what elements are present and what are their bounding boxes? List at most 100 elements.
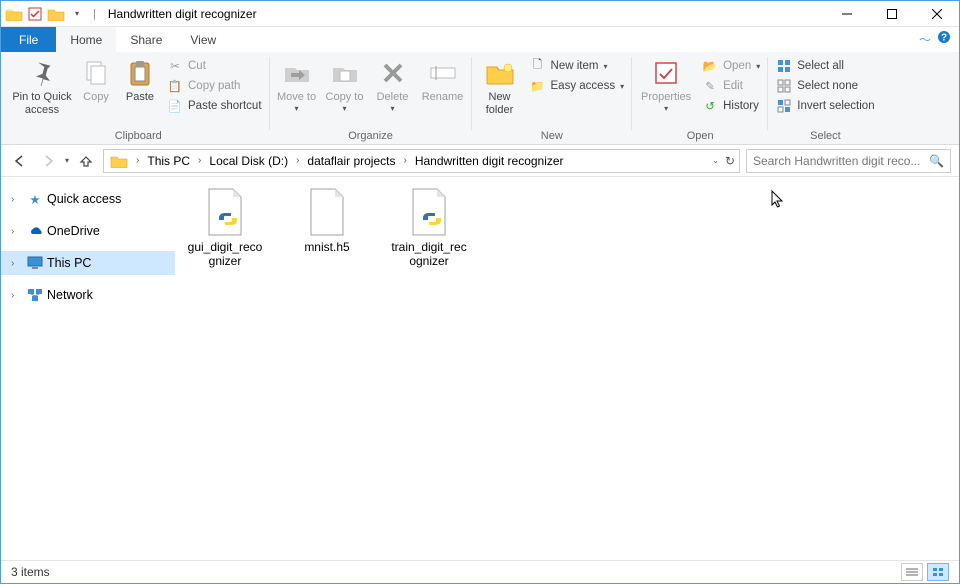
copy-label: Copy — [83, 91, 109, 104]
new-item-icon: 🗋 — [530, 58, 546, 74]
pin-label: Pin to Quick access — [11, 91, 73, 116]
select-all-button[interactable]: Select all — [772, 57, 878, 75]
nav-onedrive[interactable]: › OneDrive — [1, 219, 175, 243]
nav-network[interactable]: › Network — [1, 283, 175, 307]
python-file-icon — [405, 188, 453, 236]
nav-quick-access[interactable]: › ★ Quick access — [1, 187, 175, 211]
address-bar[interactable]: › This PC › Local Disk (D:) › dataflair … — [103, 149, 740, 173]
file-item[interactable]: gui_digit_recognizer — [187, 188, 263, 269]
chevron-right-icon[interactable]: › — [11, 290, 23, 301]
ribbon-group-open: Properties▾ 📂Open ▾ ✎Edit ↺History Open — [632, 55, 768, 144]
chevron-right-icon[interactable]: › — [134, 155, 141, 166]
up-button[interactable] — [75, 150, 97, 172]
breadcrumb-current[interactable]: Handwritten digit recognizer — [409, 150, 570, 172]
clipboard-group-label: Clipboard — [115, 130, 162, 144]
delete-button[interactable]: Delete▾ — [370, 55, 416, 113]
history-icon: ↺ — [702, 98, 718, 114]
search-icon: 🔍 — [929, 154, 944, 168]
history-button[interactable]: ↺History — [698, 97, 764, 115]
file-view[interactable]: gui_digit_recognizer mnist.h5 train_digi… — [175, 178, 959, 560]
file-item[interactable]: mnist.h5 — [289, 188, 365, 269]
details-view-toggle[interactable] — [901, 563, 923, 581]
svg-text:?: ? — [941, 33, 947, 44]
ribbon: Pin to Quick access Copy Paste ✂Cut 📋Cop… — [1, 52, 959, 145]
window-controls — [824, 1, 959, 27]
chevron-right-icon[interactable]: › — [11, 194, 23, 205]
forward-button[interactable] — [37, 150, 59, 172]
paste-label: Paste — [126, 91, 154, 104]
refresh-icon[interactable]: ↻ — [725, 154, 735, 168]
nav-this-pc[interactable]: › This PC — [1, 251, 175, 275]
organize-group-label: Organize — [348, 130, 393, 144]
network-icon — [27, 287, 43, 303]
folder-icon — [5, 5, 23, 23]
invert-selection-button[interactable]: Invert selection — [772, 97, 878, 115]
python-file-icon — [201, 188, 249, 236]
edit-button[interactable]: ✎Edit — [698, 77, 764, 95]
tab-file[interactable]: File — [1, 27, 56, 52]
qat-dropdown-icon[interactable]: ▾ — [68, 5, 86, 23]
copy-path-icon: 📋 — [167, 78, 183, 94]
star-icon: ★ — [27, 191, 43, 207]
search-input[interactable]: Search Handwritten digit reco... 🔍 — [746, 149, 951, 173]
select-none-icon — [776, 78, 792, 94]
file-item[interactable]: train_digit_recognizer — [391, 188, 467, 269]
chevron-right-icon[interactable]: › — [196, 155, 203, 166]
copy-icon — [80, 57, 112, 89]
copy-button[interactable]: Copy — [75, 55, 117, 104]
maximize-button[interactable] — [869, 1, 914, 27]
chevron-right-icon[interactable]: › — [11, 258, 23, 269]
ribbon-group-clipboard: Pin to Quick access Copy Paste ✂Cut 📋Cop… — [7, 55, 270, 144]
properties-qat-icon[interactable] — [26, 5, 44, 23]
new-group-label: New — [541, 130, 563, 144]
cut-button[interactable]: ✂Cut — [163, 57, 266, 75]
edit-icon: ✎ — [702, 78, 718, 94]
paste-shortcut-button[interactable]: 📄Paste shortcut — [163, 97, 266, 115]
copy-to-icon — [329, 57, 361, 89]
paste-button[interactable]: Paste — [119, 55, 161, 104]
minimize-button[interactable] — [824, 1, 869, 27]
status-item-count: 3 items — [11, 565, 50, 579]
breadcrumb-this-pc[interactable]: This PC — [141, 150, 196, 172]
new-item-button[interactable]: 🗋New item ▾ — [526, 57, 629, 75]
tab-share[interactable]: Share — [116, 27, 176, 52]
breadcrumb-projects[interactable]: dataflair projects — [301, 150, 401, 172]
generic-file-icon — [303, 188, 351, 236]
address-bar-row: ▾ › This PC › Local Disk (D:) › dataflai… — [1, 145, 959, 177]
select-none-button[interactable]: Select none — [772, 77, 878, 95]
invert-icon — [776, 98, 792, 114]
pin-quick-access-button[interactable]: Pin to Quick access — [11, 55, 73, 116]
rename-button[interactable]: Rename — [418, 55, 468, 104]
tab-view[interactable]: View — [176, 27, 230, 52]
chevron-right-icon[interactable]: › — [294, 155, 301, 166]
tab-home[interactable]: Home — [56, 27, 116, 52]
chevron-right-icon[interactable]: › — [11, 226, 23, 237]
breadcrumb-disk[interactable]: Local Disk (D:) — [203, 150, 294, 172]
recent-dropdown-icon[interactable]: ▾ — [65, 156, 69, 165]
copy-path-button[interactable]: 📋Copy path — [163, 77, 266, 95]
close-button[interactable] — [914, 1, 959, 27]
select-group-label: Select — [810, 130, 841, 144]
chevron-right-icon[interactable]: › — [401, 155, 408, 166]
address-dropdown-icon[interactable]: ⌄ — [712, 156, 719, 165]
window-title: Handwritten digit recognizer — [100, 7, 257, 21]
move-to-button[interactable]: Move to▾ — [274, 55, 320, 113]
copy-to-button[interactable]: Copy to▾ — [322, 55, 368, 113]
rename-icon — [427, 57, 459, 89]
icons-view-toggle[interactable] — [927, 563, 949, 581]
properties-button[interactable]: Properties▾ — [636, 55, 696, 113]
back-button[interactable] — [9, 150, 31, 172]
file-name: gui_digit_recognizer — [187, 240, 263, 269]
title-bar: ▾ | Handwritten digit recognizer — [1, 1, 959, 27]
folder-qat-icon[interactable] — [47, 5, 65, 23]
ribbon-right: 〜 ? — [919, 27, 959, 52]
cut-icon: ✂ — [167, 58, 183, 74]
ribbon-collapse-icon[interactable]: 〜 — [919, 31, 931, 48]
easy-access-button[interactable]: 📁Easy access ▾ — [526, 77, 629, 95]
new-folder-button[interactable]: New folder — [476, 55, 524, 116]
ribbon-group-organize: Move to▾ Copy to▾ Delete▾ Rename Organiz… — [270, 55, 472, 144]
open-button[interactable]: 📂Open ▾ — [698, 57, 764, 75]
breadcrumb-root-icon[interactable] — [104, 150, 134, 172]
paste-icon — [124, 57, 156, 89]
help-icon[interactable]: ? — [937, 30, 951, 49]
